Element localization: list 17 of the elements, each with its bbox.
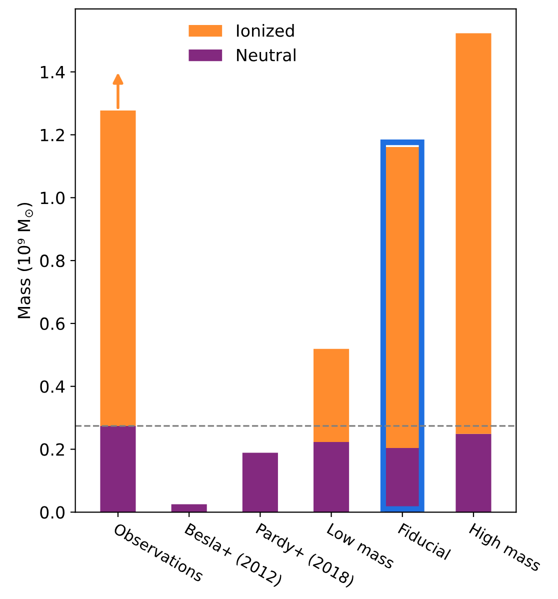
- y-tick-label: 0.8: [40, 254, 64, 268]
- legend-label: Ionized: [237, 24, 294, 37]
- y-tick-label: 1.0: [40, 192, 64, 204]
- bar: [314, 348, 350, 442]
- bar: [100, 426, 136, 512]
- y-tick-label: 0.6: [40, 317, 65, 330]
- bar: [456, 434, 492, 512]
- y-tick-label: 0.4: [40, 380, 65, 393]
- y-tick-label: 1.2: [40, 128, 64, 142]
- y-axis-title: Mass (10⁹ M$_{⊙}$): [17, 202, 33, 318]
- y-tick-label: 0.0: [40, 506, 64, 519]
- y-tick-label: 1.4: [40, 66, 65, 78]
- bar: [314, 442, 350, 512]
- bar: [242, 452, 278, 512]
- bar: [456, 33, 492, 434]
- legend-label: Neutral: [237, 48, 296, 62]
- y-tick-label: 0.2: [40, 443, 64, 456]
